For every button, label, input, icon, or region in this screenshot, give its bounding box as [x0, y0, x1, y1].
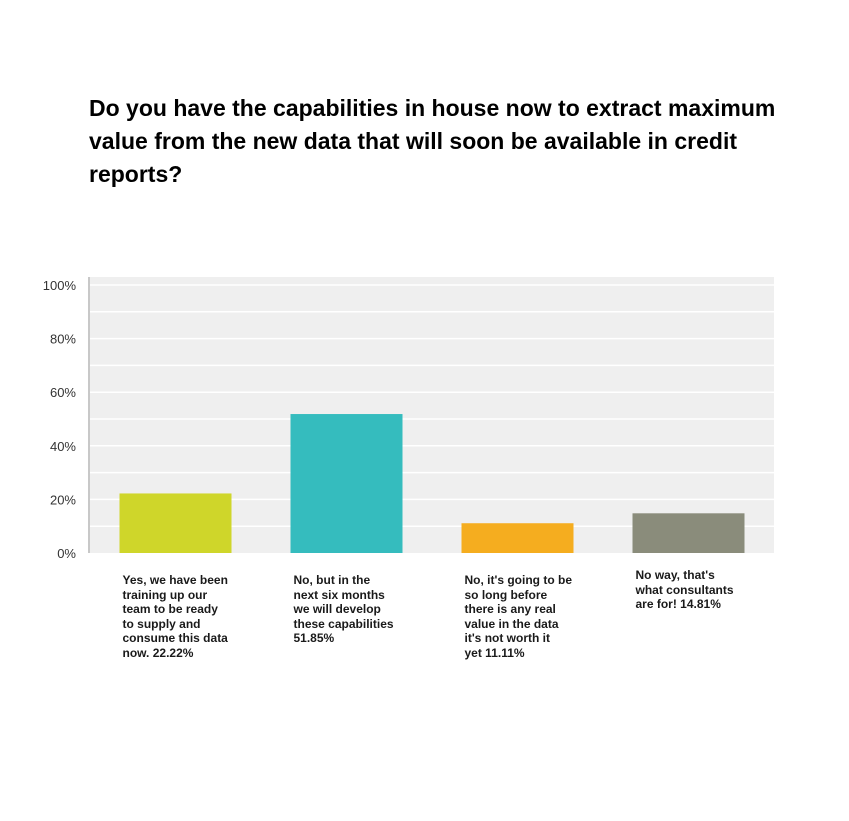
bar — [119, 493, 232, 553]
bar — [632, 513, 745, 553]
y-tick-label: 0% — [57, 546, 76, 561]
bar — [461, 523, 574, 553]
category-label: Yes, we have been training up our team t… — [122, 573, 228, 660]
y-tick-label: 40% — [50, 439, 76, 454]
y-tick-label: 100% — [43, 278, 77, 293]
category-label: No, but in the next six months we will d… — [293, 573, 394, 645]
category-label: No way, that's what consultants are for!… — [635, 568, 734, 611]
bars — [119, 414, 745, 553]
y-tick-labels: 0% 20% 40% 60% 80% 100% — [43, 278, 77, 561]
category-label: No, it's going to be so long before ther… — [464, 573, 573, 660]
y-tick-label: 60% — [50, 385, 76, 400]
bar — [290, 414, 403, 553]
y-tick-label: 20% — [50, 492, 76, 507]
chart-title: Do you have the capabilities in house no… — [89, 95, 776, 187]
y-tick-label: 80% — [50, 332, 76, 347]
